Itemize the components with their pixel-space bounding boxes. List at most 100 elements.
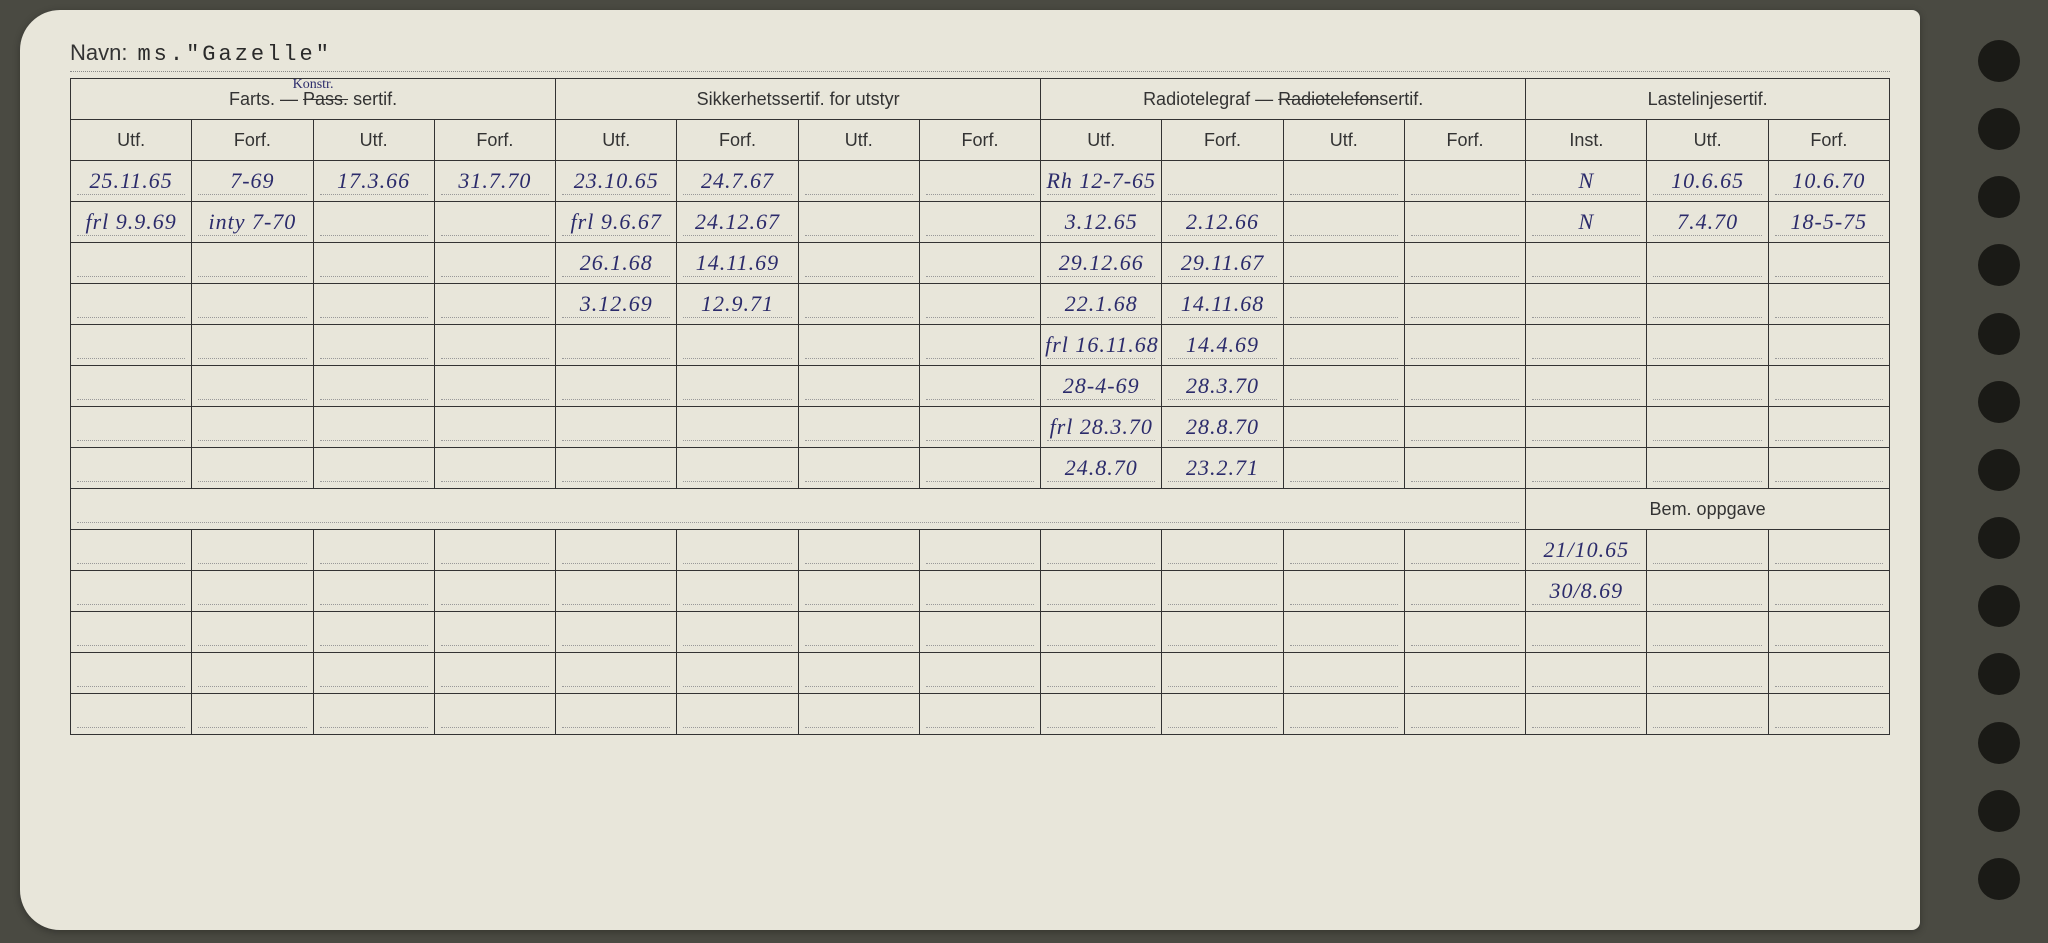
table-cell xyxy=(1283,653,1404,694)
table-cell xyxy=(192,612,313,653)
sub-utf-4: Utf. xyxy=(798,120,919,161)
hole-icon xyxy=(1978,790,2020,832)
cell-value: Rh 12-7-65 xyxy=(1042,168,1160,193)
table-cell xyxy=(919,571,1040,612)
table-cell xyxy=(1526,612,1647,653)
table-cell: 29.12.66 xyxy=(1041,243,1162,284)
table-cell xyxy=(313,571,434,612)
table-cell: 10.6.65 xyxy=(1647,161,1768,202)
table-cell xyxy=(798,407,919,448)
cell-value: inty 7-70 xyxy=(204,209,300,234)
table-cell xyxy=(556,325,677,366)
cell-value: 12.9.71 xyxy=(697,291,778,316)
header-lastelinje: Lastelinjesertif. xyxy=(1526,79,1890,120)
table-cell xyxy=(798,612,919,653)
table-row: 25.11.657-6917.3.6631.7.7023.10.6524.7.6… xyxy=(71,161,1890,202)
table-cell xyxy=(798,284,919,325)
table-cell: frl 9.6.67 xyxy=(556,202,677,243)
cell-value: 2.12.66 xyxy=(1182,209,1263,234)
table-cell xyxy=(1283,448,1404,489)
table-cell xyxy=(1768,571,1889,612)
table-cell xyxy=(677,653,798,694)
table-cell xyxy=(71,448,192,489)
table-cell xyxy=(313,243,434,284)
table-cell xyxy=(556,612,677,653)
table-cell: 14.11.69 xyxy=(677,243,798,284)
table-cell xyxy=(192,530,313,571)
hole-icon xyxy=(1978,858,2020,900)
table-cell xyxy=(1162,653,1283,694)
cell-value: 23.2.71 xyxy=(1182,455,1263,480)
table-cell xyxy=(1041,694,1162,735)
table-cell xyxy=(1647,284,1768,325)
table-cell xyxy=(434,571,555,612)
table-cell xyxy=(1526,407,1647,448)
cell-value: 29.11.67 xyxy=(1177,250,1268,275)
table-row xyxy=(71,694,1890,735)
card-content: Navn: ms."Gazelle" Konstr. Farts. — Pass… xyxy=(70,40,1890,735)
sub-inst: Inst. xyxy=(1526,120,1647,161)
table-cell: 3.12.69 xyxy=(556,284,677,325)
table-cell xyxy=(556,653,677,694)
table-cell xyxy=(798,161,919,202)
cell-value: 14.4.69 xyxy=(1182,332,1263,357)
table-cell xyxy=(919,202,1040,243)
cell-value: 23.10.65 xyxy=(570,168,663,193)
table-cell xyxy=(313,612,434,653)
table-cell xyxy=(1404,366,1525,407)
table-cell xyxy=(192,366,313,407)
cell-value: 24.7.67 xyxy=(697,168,778,193)
table-cell xyxy=(798,202,919,243)
table-cell xyxy=(313,202,434,243)
table-cell: 24.12.67 xyxy=(677,202,798,243)
table-cell xyxy=(1526,694,1647,735)
cell-value: 25.11.65 xyxy=(85,168,176,193)
table-cell: 3.12.65 xyxy=(1041,202,1162,243)
table-row: 3.12.69 12.9.71 22.1.68 14.11.68 xyxy=(71,284,1890,325)
table-cell xyxy=(1647,448,1768,489)
table-cell xyxy=(1283,243,1404,284)
table-cell xyxy=(434,407,555,448)
table-cell xyxy=(919,530,1040,571)
table-cell xyxy=(313,653,434,694)
table-cell xyxy=(1404,243,1525,284)
table-cell: 14.11.68 xyxy=(1162,284,1283,325)
table-cell: N xyxy=(1526,202,1647,243)
table-cell xyxy=(434,612,555,653)
header-sikkerhet: Sikkerhetssertif. for utstyr xyxy=(556,79,1041,120)
cell-value: 7.4.70 xyxy=(1673,209,1742,234)
table-cell xyxy=(798,325,919,366)
table-cell xyxy=(1768,243,1889,284)
table-cell xyxy=(1768,653,1889,694)
table-cell: 24.8.70 xyxy=(1041,448,1162,489)
table-cell: 23.10.65 xyxy=(556,161,677,202)
table-cell: 21/10.65 xyxy=(1526,530,1647,571)
table-cell xyxy=(192,407,313,448)
table-cell xyxy=(1647,653,1768,694)
table-cell xyxy=(1162,530,1283,571)
table-cell xyxy=(919,325,1040,366)
table-cell xyxy=(313,407,434,448)
cell-value: N xyxy=(1574,168,1598,193)
table-cell xyxy=(71,571,192,612)
table-cell: frl 16.11.68 xyxy=(1041,325,1162,366)
table-cell xyxy=(1283,161,1404,202)
table-cell xyxy=(71,407,192,448)
table-cell xyxy=(1283,407,1404,448)
table-cell xyxy=(1404,694,1525,735)
cell-value: 22.1.68 xyxy=(1061,291,1142,316)
sub-utf-5: Utf. xyxy=(1041,120,1162,161)
table-cell xyxy=(71,366,192,407)
cell-value: frl 9.6.67 xyxy=(567,209,666,234)
hole-icon xyxy=(1978,40,2020,82)
cell-value: 14.11.69 xyxy=(692,250,783,275)
table-cell xyxy=(192,653,313,694)
cell-value: 3.12.65 xyxy=(1061,209,1142,234)
hole-icon xyxy=(1978,313,2020,355)
table-cell xyxy=(1162,612,1283,653)
table-cell xyxy=(1647,694,1768,735)
table-cell xyxy=(313,694,434,735)
table-cell xyxy=(798,530,919,571)
table-cell: frl 28.3.70 xyxy=(1041,407,1162,448)
table-cell xyxy=(1404,407,1525,448)
